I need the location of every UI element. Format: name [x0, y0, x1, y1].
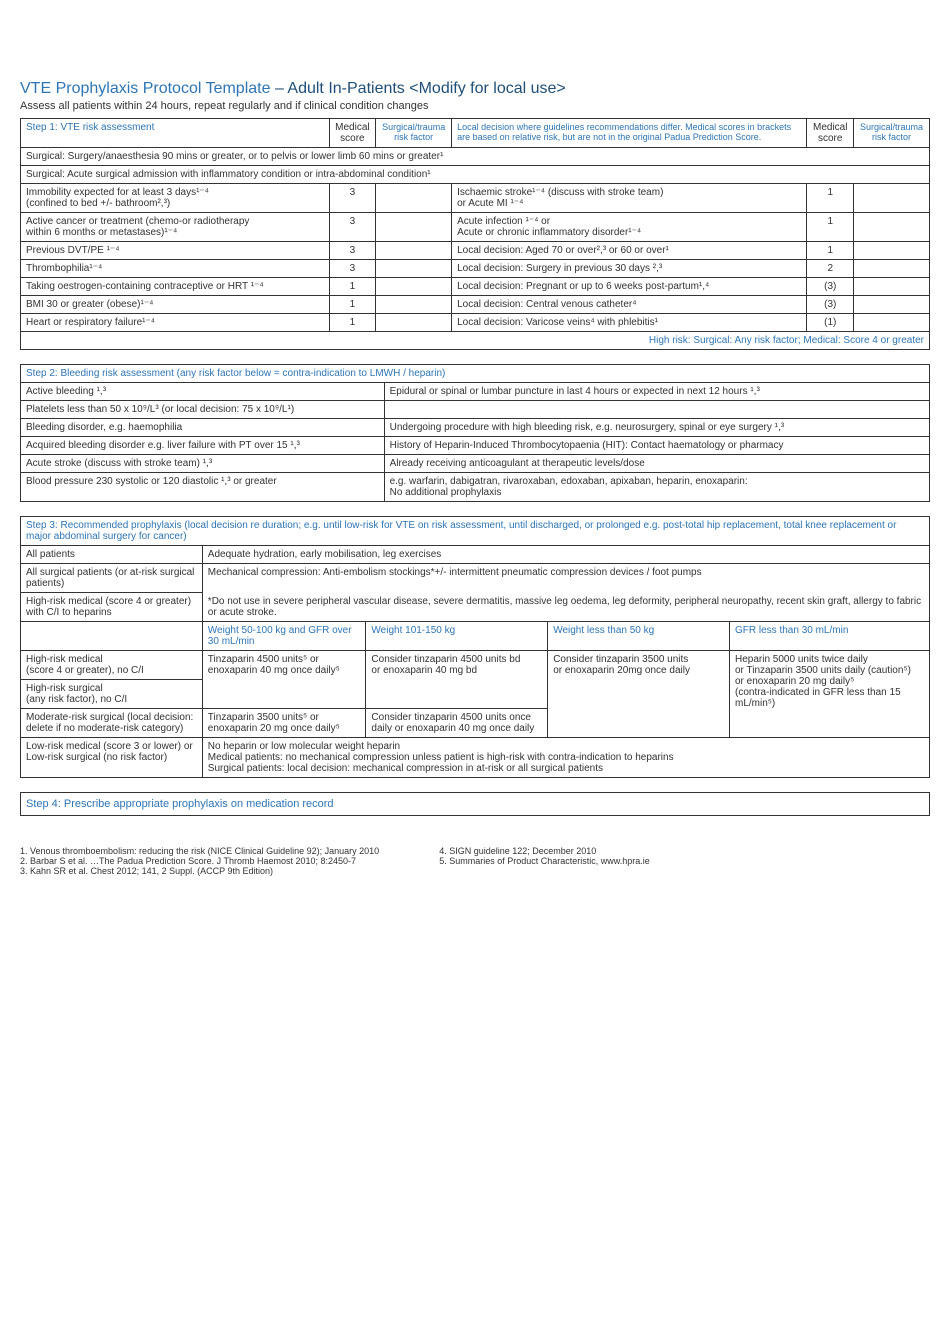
step1-head-6: Surgical/trauma risk factor: [854, 119, 930, 148]
step1-right: Local decision: Pregnant or up to 6 week…: [452, 278, 807, 296]
step1-medscore: 1: [329, 278, 376, 296]
step3-r4c2: No heparin or low molecular weight hepar…: [202, 738, 929, 778]
step3-all-val: Adequate hydration, early mobilisation, …: [202, 546, 929, 564]
step3-r1c2: Tinzaparin 4500 units⁵ or enoxaparin 40 …: [202, 651, 366, 709]
step1-left: Heart or respiratory failure¹⁻⁴: [21, 314, 330, 332]
page-title: VTE Prophylaxis Protocol Template – Adul…: [20, 80, 930, 98]
step1-head-2: Medical score: [329, 119, 376, 148]
step1-footer: High risk: Surgical: Any risk factor; Me…: [21, 332, 930, 350]
refs-left: 1. Venous thromboembolism: reducing the …: [20, 846, 379, 876]
step1-right: Local decision: Surgery in previous 30 d…: [452, 260, 807, 278]
step2-title: Step 2: Bleeding risk assessment (any ri…: [21, 365, 930, 383]
step4-box: Step 4: Prescribe appropriate prophylaxi…: [20, 792, 930, 816]
step2-left: Blood pressure 230 systolic or 120 diast…: [21, 473, 385, 502]
step3-col-3: Weight 101-150 kg: [366, 622, 548, 651]
step1-left: Previous DVT/PE ¹⁻⁴: [21, 242, 330, 260]
step3-hr-label: High-risk medical (score 4 or greater) w…: [21, 593, 203, 622]
page-subtitle: Assess all patients within 24 hours, rep…: [20, 100, 930, 112]
step2-right: e.g. warfarin, dabigatran, rivaroxaban, …: [384, 473, 929, 502]
step1-left: Immobility expected for at least 3 days¹…: [21, 184, 330, 213]
step1-right: Local decision: Varicose veins⁴ with phl…: [452, 314, 807, 332]
step1-left: BMI 30 or greater (obese)¹⁻⁴: [21, 296, 330, 314]
step2-right: [384, 401, 929, 419]
step1-surgical-1: Surgical: Surgery/anaesthesia 90 mins or…: [21, 148, 930, 166]
step1-head-3: Surgical/trauma risk factor: [376, 119, 452, 148]
step2-right: Already receiving anticoagulant at thera…: [384, 455, 929, 473]
step1-medscore-r: 2: [807, 260, 854, 278]
step1-right: Ischaemic stroke¹⁻⁴ (discuss with stroke…: [452, 184, 807, 213]
references: 1. Venous thromboembolism: reducing the …: [20, 846, 930, 876]
step1-surgcol: [376, 242, 452, 260]
step3-table: Step 3: Recommended prophylaxis (local d…: [20, 516, 930, 778]
step2-left: Platelets less than 50 x 10⁹/L³ (or loca…: [21, 401, 385, 419]
step1-medscore-r: 1: [807, 184, 854, 213]
step3-surg-label: All surgical patients (or at-risk surgic…: [21, 564, 203, 593]
step1-surgcol-r: [854, 296, 930, 314]
step1-surgcol-r: [854, 213, 930, 242]
step1-medscore: 3: [329, 260, 376, 278]
step1-surgcol-r: [854, 260, 930, 278]
step1-surgcol: [376, 296, 452, 314]
step3-r1c4: Consider tinzaparin 3500 units or enoxap…: [548, 651, 730, 738]
step3-surg-val: Mechanical compression: Anti-embolism st…: [202, 564, 929, 593]
step1-surgcol-r: [854, 314, 930, 332]
step1-medscore: 1: [329, 314, 376, 332]
step1-right: Acute infection ¹⁻⁴ or Acute or chronic …: [452, 213, 807, 242]
step2-right: Epidural or spinal or lumbar puncture in…: [384, 383, 929, 401]
step1-head-4: Local decision where guidelines recommen…: [452, 119, 807, 148]
step1-head-1: Step 1: VTE risk assessment: [21, 119, 330, 148]
step1-surgcol-r: [854, 242, 930, 260]
step1-medscore: 3: [329, 242, 376, 260]
step1-left: Taking oestrogen-containing contraceptiv…: [21, 278, 330, 296]
step1-medscore-r: 1: [807, 213, 854, 242]
step1-medscore-r: (3): [807, 296, 854, 314]
step1-surgcol: [376, 278, 452, 296]
step1-surgcol-r: [854, 278, 930, 296]
step3-r3c2: Tinzaparin 3500 units⁵ or enoxaparin 20 …: [202, 709, 366, 738]
step2-right: History of Heparin-Induced Thrombocytopa…: [384, 437, 929, 455]
step3-col-5: GFR less than 30 mL/min: [730, 622, 930, 651]
step2-left: Bleeding disorder, e.g. haemophilia: [21, 419, 385, 437]
step3-col-4: Weight less than 50 kg: [548, 622, 730, 651]
step1-surgcol: [376, 314, 452, 332]
step3-col-2: Weight 50-100 kg and GFR over 30 mL/min: [202, 622, 366, 651]
step1-right: Local decision: Central venous catheter⁴: [452, 296, 807, 314]
step3-r1c5: Heparin 5000 units twice daily or Tinzap…: [730, 651, 930, 738]
step1-surgcol: [376, 213, 452, 242]
step3-r1c3: Consider tinzaparin 4500 units bd or eno…: [366, 651, 548, 709]
step1-surgcol: [376, 184, 452, 213]
step2-table: Step 2: Bleeding risk assessment (any ri…: [20, 364, 930, 502]
step1-medscore: 3: [329, 213, 376, 242]
step1-medscore: 3: [329, 184, 376, 213]
step2-left: Acquired bleeding disorder e.g. liver fa…: [21, 437, 385, 455]
step3-r2c1: High-risk surgical (any risk factor), no…: [21, 680, 203, 709]
step1-medscore: 1: [329, 296, 376, 314]
step1-medscore-r: (1): [807, 314, 854, 332]
step1-left: Thrombophilia¹⁻⁴: [21, 260, 330, 278]
step1-medscore-r: (3): [807, 278, 854, 296]
step3-r4c1: Low-risk medical (score 3 or lower) or L…: [21, 738, 203, 778]
step1-surgical-2: Surgical: Acute surgical admission with …: [21, 166, 930, 184]
step2-right: Undergoing procedure with high bleeding …: [384, 419, 929, 437]
step1-right: Local decision: Aged 70 or over²,³ or 60…: [452, 242, 807, 260]
step1-head-5: Medical score: [807, 119, 854, 148]
refs-right: 4. SIGN guideline 122; December 2010 5. …: [439, 846, 650, 876]
step3-all-label: All patients: [21, 546, 203, 564]
step3-hr-val: *Do not use in severe peripheral vascula…: [202, 593, 929, 622]
step3-r1c1: High-risk medical (score 4 or greater), …: [21, 651, 203, 680]
step3-r3c3: Consider tinzaparin 4500 units once dail…: [366, 709, 548, 738]
step1-left: Active cancer or treatment (chemo-or rad…: [21, 213, 330, 242]
step1-surgcol: [376, 260, 452, 278]
step3-title: Step 3: Recommended prophylaxis (local d…: [21, 517, 930, 546]
step3-col-1: [21, 622, 203, 651]
step2-left: Active bleeding ¹,³: [21, 383, 385, 401]
step1-surgcol-r: [854, 184, 930, 213]
step1-medscore-r: 1: [807, 242, 854, 260]
step2-left: Acute stroke (discuss with stroke team) …: [21, 455, 385, 473]
step1-table: Step 1: VTE risk assessment Medical scor…: [20, 118, 930, 350]
step3-r3c1: Moderate-risk surgical (local decision: …: [21, 709, 203, 738]
